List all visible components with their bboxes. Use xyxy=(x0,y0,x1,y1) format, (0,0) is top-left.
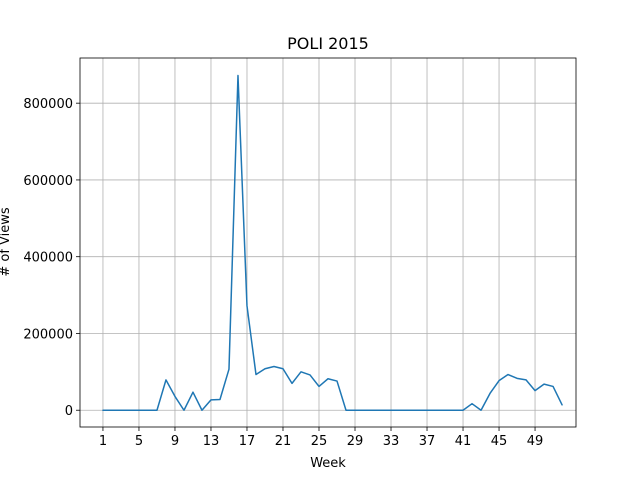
y-tick-label: 600000 xyxy=(23,174,73,189)
x-tick-label: 17 xyxy=(239,434,256,449)
x-tick-label: 21 xyxy=(275,434,292,449)
x-tick-label: 13 xyxy=(203,434,220,449)
x-axis-label: Week xyxy=(310,456,346,471)
x-tick-label: 29 xyxy=(347,434,364,449)
y-axis-label: # of Views xyxy=(0,207,13,277)
plot-frame xyxy=(79,57,577,428)
x-tick-label: 1 xyxy=(99,434,107,449)
x-tick-label: 49 xyxy=(527,434,544,449)
y-tick-label: 800000 xyxy=(23,97,73,112)
series-line xyxy=(102,74,563,411)
chart-title: POLI 2015 xyxy=(287,34,369,53)
y-tick-label: 200000 xyxy=(23,327,73,342)
axes: 1 5 9 13 17 21 25 29 33 37 41 45 49 0 200000 400000 6000… xyxy=(23,57,577,449)
x-tick-label: 9 xyxy=(171,434,179,449)
x-tick-label: 25 xyxy=(311,434,328,449)
x-tick-label: 41 xyxy=(455,434,472,449)
y-tick-label: 400000 xyxy=(23,251,73,266)
x-tick-label: 45 xyxy=(491,434,508,449)
series-layer xyxy=(102,74,563,411)
x-tick-label: 37 xyxy=(419,434,436,449)
y-tick-label: 0 xyxy=(65,404,73,419)
x-tick-label: 33 xyxy=(383,434,400,449)
grid xyxy=(80,58,576,427)
x-tick-label: 5 xyxy=(135,434,143,449)
